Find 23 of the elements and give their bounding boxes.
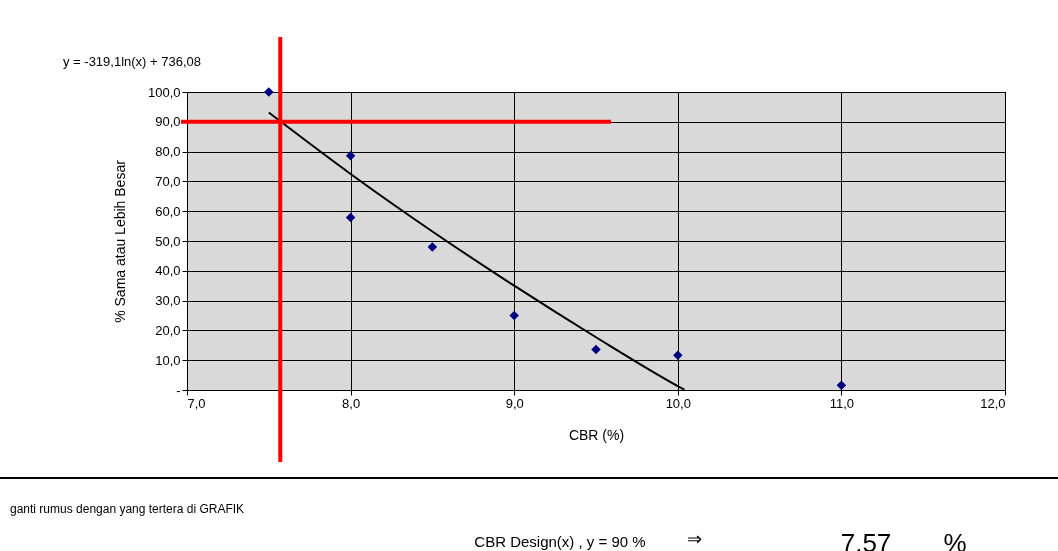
x-tick-label: 8,0 (342, 395, 361, 411)
y-tick-label: 50,0 (155, 233, 181, 249)
x-tick-label: 9,0 (505, 395, 524, 411)
x-tick-label: 11,0 (829, 395, 855, 411)
text: y = -319,1ln(x) + 736,08 (63, 54, 202, 69)
y-tick-label: 10,0 (155, 352, 181, 368)
text: ⇒ (686, 529, 702, 549)
y-tick-label: 70,0 (155, 173, 181, 189)
text: ganti rumus dengan yang tertera di GRAFIK (10, 502, 245, 516)
y-tick-label: 40,0 (155, 263, 181, 279)
y-tick-label: 60,0 (155, 203, 181, 219)
x-axis-title: CBR (%) (568, 426, 625, 443)
x-tick-label: 7,0 (187, 395, 206, 411)
y-tick-label: 80,0 (155, 144, 181, 160)
y-tick-label: 30,0 (155, 293, 181, 309)
text: CBR Design(x) , y = 90 % (474, 533, 646, 550)
y-tick-label: - (176, 382, 181, 398)
y-tick-label: 90,0 (155, 114, 181, 130)
x-tick-label: 10,0 (665, 395, 691, 411)
y-tick-label: 20,0 (155, 322, 181, 338)
y-axis-title: % Sama atau Lebih Besar (111, 159, 128, 323)
y-tick-label: 100,0 (147, 84, 181, 100)
x-tick-label: 12,0 (980, 395, 1006, 411)
